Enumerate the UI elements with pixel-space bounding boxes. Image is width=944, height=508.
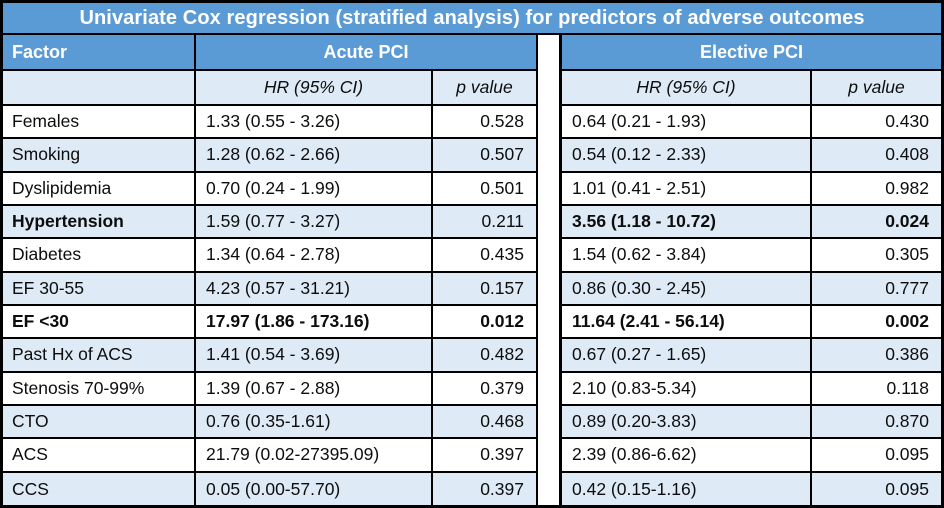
elective-pvalue-cell: 0.870 <box>812 405 941 440</box>
factor-cell: CCS <box>3 472 196 505</box>
acute-hr-cell: 0.70 (0.24 - 1.99) <box>196 172 433 206</box>
subheader-blank <box>3 71 196 106</box>
elective-hr-cell: 1.01 (0.41 - 2.51) <box>562 172 812 206</box>
factor-cell: EF <30 <box>3 305 196 340</box>
subheader-acute-hr: HR (95% CI) <box>196 71 433 106</box>
elective-pvalue-cell: 0.095 <box>812 472 941 505</box>
elective-pvalue-cell: 0.408 <box>812 139 941 173</box>
acute-pvalue-cell: 0.507 <box>433 139 536 173</box>
elective-pvalue-cell: 0.982 <box>812 172 941 206</box>
factor-cell: CTO <box>3 405 196 440</box>
column-gap-separator <box>536 35 562 505</box>
acute-hr-cell: 0.76 (0.35-1.61) <box>196 405 433 440</box>
factor-cell: Diabetes <box>3 239 196 273</box>
acute-hr-cell: 1.33 (0.55 - 3.26) <box>196 106 433 140</box>
acute-pvalue-cell: 0.482 <box>433 339 536 373</box>
table-grid: Factor Acute PCI Elective PCI HR (95% CI… <box>3 35 941 505</box>
elective-hr-cell: 0.86 (0.30 - 2.45) <box>562 272 812 306</box>
acute-hr-cell: 0.05 (0.00-57.70) <box>196 472 433 505</box>
elective-hr-cell: 3.56 (1.18 - 10.72) <box>562 205 812 240</box>
elective-hr-cell: 0.67 (0.27 - 1.65) <box>562 339 812 373</box>
header-acute-pci: Acute PCI <box>196 35 536 71</box>
elective-pvalue-cell: 0.024 <box>812 205 941 240</box>
factor-cell: Past Hx of ACS <box>3 339 196 373</box>
elective-pvalue-cell: 0.305 <box>812 239 941 273</box>
acute-hr-cell: 1.59 (0.77 - 3.27) <box>196 205 433 240</box>
elective-hr-cell: 0.64 (0.21 - 1.93) <box>562 106 812 140</box>
elective-pvalue-cell: 0.777 <box>812 272 941 306</box>
acute-pvalue-cell: 0.397 <box>433 439 536 473</box>
factor-cell: EF 30-55 <box>3 272 196 306</box>
acute-hr-cell: 1.39 (0.67 - 2.88) <box>196 372 433 406</box>
acute-hr-cell: 21.79 (0.02-27395.09) <box>196 439 433 473</box>
elective-pvalue-cell: 0.386 <box>812 339 941 373</box>
header-elective-pci: Elective PCI <box>562 35 941 71</box>
factor-cell: Hypertension <box>3 205 196 240</box>
acute-pvalue-cell: 0.397 <box>433 472 536 505</box>
factor-cell: Smoking <box>3 139 196 173</box>
subheader-elective-pvalue: p value <box>812 71 941 106</box>
elective-hr-cell: 0.42 (0.15-1.16) <box>562 472 812 505</box>
subheader-acute-pvalue: p value <box>433 71 536 106</box>
elective-hr-cell: 0.89 (0.20-3.83) <box>562 405 812 440</box>
elective-hr-cell: 2.10 (0.83-5.34) <box>562 372 812 406</box>
elective-pvalue-cell: 0.002 <box>812 305 941 340</box>
elective-pvalue-cell: 0.430 <box>812 106 941 140</box>
acute-pvalue-cell: 0.157 <box>433 272 536 306</box>
factor-cell: Dyslipidemia <box>3 172 196 206</box>
acute-hr-cell: 1.34 (0.64 - 2.78) <box>196 239 433 273</box>
acute-pvalue-cell: 0.468 <box>433 405 536 440</box>
factor-cell: ACS <box>3 439 196 473</box>
elective-hr-cell: 1.54 (0.62 - 3.84) <box>562 239 812 273</box>
acute-hr-cell: 4.23 (0.57 - 31.21) <box>196 272 433 306</box>
elective-pvalue-cell: 0.095 <box>812 439 941 473</box>
acute-hr-cell: 17.97 (1.86 - 173.16) <box>196 305 433 340</box>
elective-hr-cell: 0.54 (0.12 - 2.33) <box>562 139 812 173</box>
acute-pvalue-cell: 0.435 <box>433 239 536 273</box>
header-factor: Factor <box>3 35 196 71</box>
subheader-elective-hr: HR (95% CI) <box>562 71 812 106</box>
factor-cell: Stenosis 70-99% <box>3 372 196 406</box>
acute-hr-cell: 1.28 (0.62 - 2.66) <box>196 139 433 173</box>
factor-cell: Females <box>3 106 196 140</box>
acute-pvalue-cell: 0.379 <box>433 372 536 406</box>
acute-pvalue-cell: 0.211 <box>433 205 536 240</box>
elective-hr-cell: 2.39 (0.86-6.62) <box>562 439 812 473</box>
acute-pvalue-cell: 0.501 <box>433 172 536 206</box>
elective-hr-cell: 11.64 (2.41 - 56.14) <box>562 305 812 340</box>
acute-pvalue-cell: 0.528 <box>433 106 536 140</box>
elective-pvalue-cell: 0.118 <box>812 372 941 406</box>
acute-hr-cell: 1.41 (0.54 - 3.69) <box>196 339 433 373</box>
acute-pvalue-cell: 0.012 <box>433 305 536 340</box>
table-title: Univariate Cox regression (stratified an… <box>3 3 941 35</box>
